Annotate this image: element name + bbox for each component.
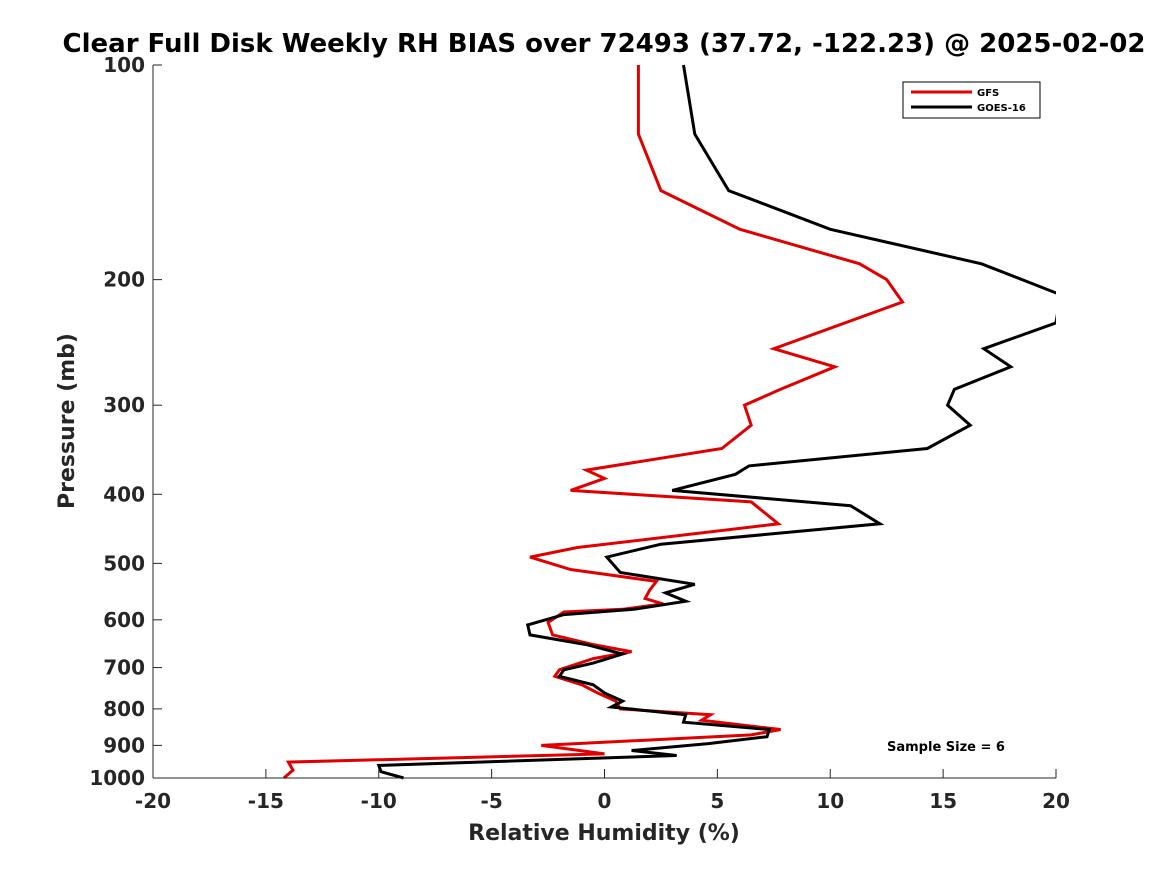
x-tick-label: -20 (135, 789, 171, 813)
y-tick-label: 800 (103, 697, 145, 721)
y-ticks: 100 200 300 400 500 600 700 800 900 1000 (89, 53, 162, 790)
x-tick-label: 10 (816, 789, 844, 813)
y-tick-label: 100 (103, 53, 145, 77)
x-tick-label: -5 (481, 789, 503, 813)
y-tick-label: 200 (103, 268, 145, 292)
series-line-gfs (282, 65, 905, 780)
series-layer (282, 64, 1056, 780)
chart-title: Clear Full Disk Weekly RH BIAS over 7249… (63, 29, 1146, 59)
series-line-goes-16 (376, 64, 1056, 780)
sample-size-annotation: Sample Size = 6 (887, 740, 1005, 755)
x-tick-label: 0 (598, 789, 612, 813)
y-tick-label: 300 (103, 393, 145, 417)
y-tick-label: 600 (103, 608, 145, 632)
x-ticks: -20 -15 -10 -5 0 5 10 15 20 (135, 769, 1070, 813)
y-tick-label: 900 (103, 733, 145, 757)
y-tick-label: 500 (103, 551, 145, 575)
legend-box (902, 81, 1041, 119)
legend-label-gfs: GFS (977, 88, 999, 99)
legend: GFS GOES-16 (902, 81, 1041, 119)
x-tick-label: -15 (248, 789, 284, 813)
y-tick-label: 400 (103, 482, 145, 506)
y-axis-label: Pressure (mb) (55, 333, 80, 509)
y-tick-label: 700 (103, 656, 145, 680)
x-tick-label: 5 (710, 789, 724, 813)
x-tick-label: -10 (361, 789, 397, 813)
legend-label-goes16: GOES-16 (977, 103, 1026, 114)
x-axis-label: Relative Humidity (%) (468, 821, 740, 846)
x-tick-label: 15 (929, 789, 957, 813)
x-tick-label: 20 (1042, 789, 1070, 813)
y-tick-label: 1000 (89, 766, 145, 790)
